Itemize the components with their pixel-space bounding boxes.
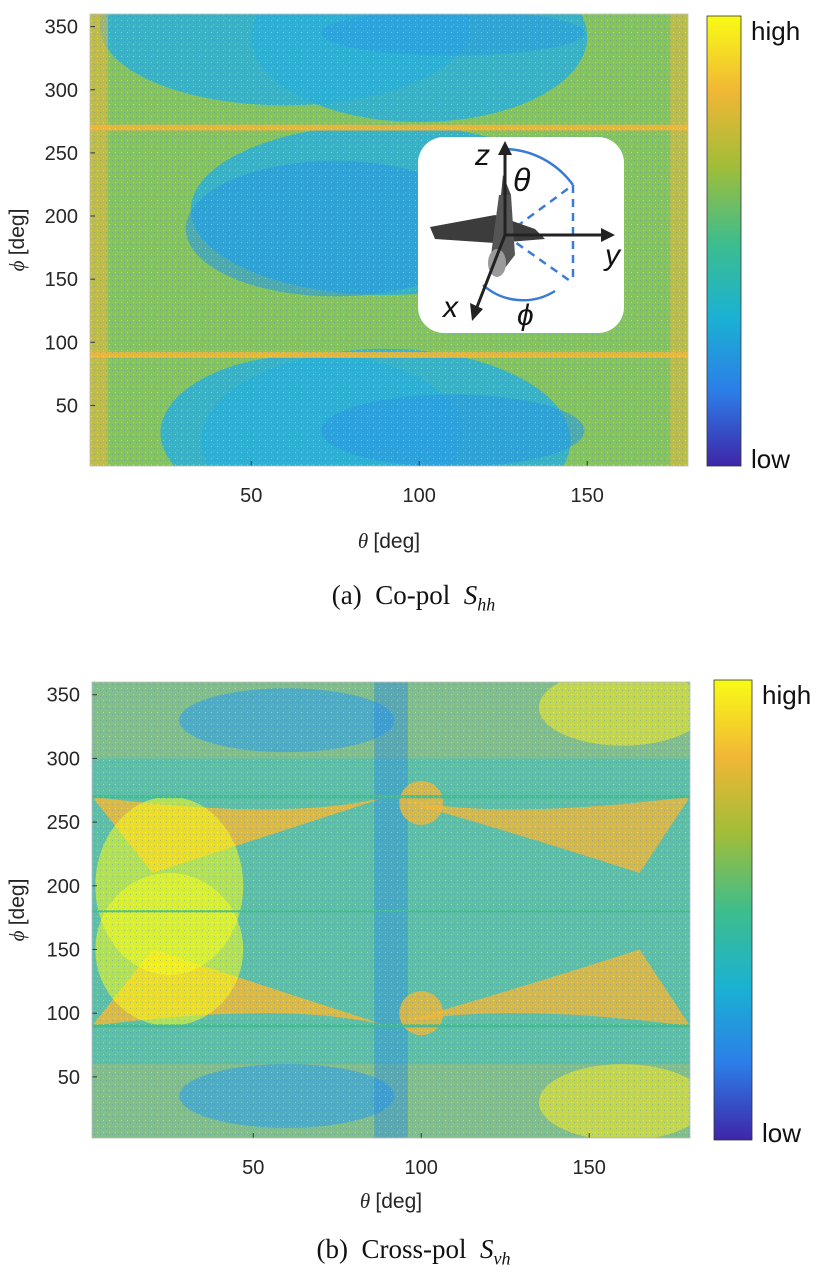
caption-label: (a) bbox=[331, 580, 362, 610]
y-tick-label: 250 bbox=[45, 143, 78, 165]
y-tick-label: 350 bbox=[45, 17, 78, 39]
caption-subscript: hh bbox=[477, 594, 496, 615]
x-arrowhead bbox=[470, 303, 483, 321]
y-arrowhead bbox=[601, 228, 615, 242]
inset-phi-label: ϕ bbox=[517, 299, 534, 332]
caption-cross-pol: (b) Cross-pol Svh bbox=[0, 1234, 827, 1269]
caption-text: Co-pol bbox=[375, 580, 451, 610]
y-tick-label: 150 bbox=[45, 269, 78, 291]
co-pol-heatmap-chart: 50 100 150 50 100 150 200 250 300 350 θ [deg] ϕ [de… bbox=[5, 13, 800, 553]
colorbar bbox=[713, 679, 753, 1141]
inset-axis-z-label: z bbox=[474, 139, 490, 172]
caption-symbol: S bbox=[463, 580, 478, 610]
y-tick-label: 300 bbox=[45, 80, 78, 102]
plot-frame bbox=[91, 681, 691, 1139]
y-tick-label: 350 bbox=[47, 685, 80, 707]
colorbar-low-label: low bbox=[751, 444, 790, 474]
x-axis-label: θ [deg] bbox=[360, 1189, 422, 1213]
panel-cross-pol: 50 100 150 50 100 150 200 250 300 350 θ [deg] ϕ [de… bbox=[0, 668, 827, 1283]
y-tick-label: 50 bbox=[58, 1067, 80, 1089]
z-arrowhead bbox=[498, 141, 512, 155]
y-tick-label: 100 bbox=[45, 332, 78, 354]
caption-symbol: S bbox=[480, 1234, 494, 1264]
x-tick-label: 50 bbox=[240, 485, 262, 507]
caption-label: (b) bbox=[316, 1234, 348, 1264]
caption-subscript: vh bbox=[493, 1248, 511, 1269]
y-tick-label: 150 bbox=[47, 939, 80, 961]
x-tick-label: 50 bbox=[242, 1157, 264, 1179]
y-tick-label: 250 bbox=[47, 812, 80, 834]
plot-frame bbox=[89, 13, 689, 467]
y-tick-label: 100 bbox=[47, 1003, 80, 1025]
x-tick-label: 100 bbox=[403, 485, 436, 507]
y-tick-label: 300 bbox=[47, 748, 80, 770]
x-tick-label: 150 bbox=[571, 485, 604, 507]
colorbar-high-label: high bbox=[751, 16, 800, 46]
coordinate-inset: z y x θ ϕ bbox=[418, 137, 624, 333]
x-tick-label: 100 bbox=[405, 1157, 438, 1179]
cross-pol-heatmap-chart: 50 100 150 50 100 150 200 250 300 350 θ [deg] ϕ [de… bbox=[5, 679, 811, 1213]
heatmap-plot-area bbox=[92, 682, 690, 1138]
y-axis-label: ϕ [deg] bbox=[5, 209, 29, 272]
panel-co-pol: 50 100 150 50 100 150 200 250 300 350 θ [deg] ϕ [de… bbox=[0, 0, 827, 640]
inset-theta-label: θ bbox=[513, 162, 531, 198]
inset-axis-y-label: y bbox=[603, 239, 622, 272]
y-axis-label: ϕ [deg] bbox=[5, 879, 29, 942]
inset-axis-x-label: x bbox=[441, 291, 459, 324]
y-tick-label: 200 bbox=[45, 206, 78, 228]
x-tick-label: 150 bbox=[573, 1157, 606, 1179]
x-axis-arrow bbox=[475, 234, 507, 308]
colorbar bbox=[706, 15, 742, 467]
theta-arc bbox=[504, 147, 575, 186]
y-tick-label: 50 bbox=[56, 395, 78, 417]
caption-text: Cross-pol bbox=[361, 1234, 467, 1264]
y-tick-label: 200 bbox=[47, 876, 80, 898]
colorbar-low-label: low bbox=[762, 1118, 801, 1148]
phi-arc bbox=[482, 284, 556, 302]
colorbar-high-label: high bbox=[762, 680, 811, 710]
x-axis-label: θ [deg] bbox=[358, 529, 420, 553]
heatmap-texture bbox=[92, 682, 690, 1138]
caption-co-pol: (a) Co-pol Shh bbox=[0, 580, 827, 615]
